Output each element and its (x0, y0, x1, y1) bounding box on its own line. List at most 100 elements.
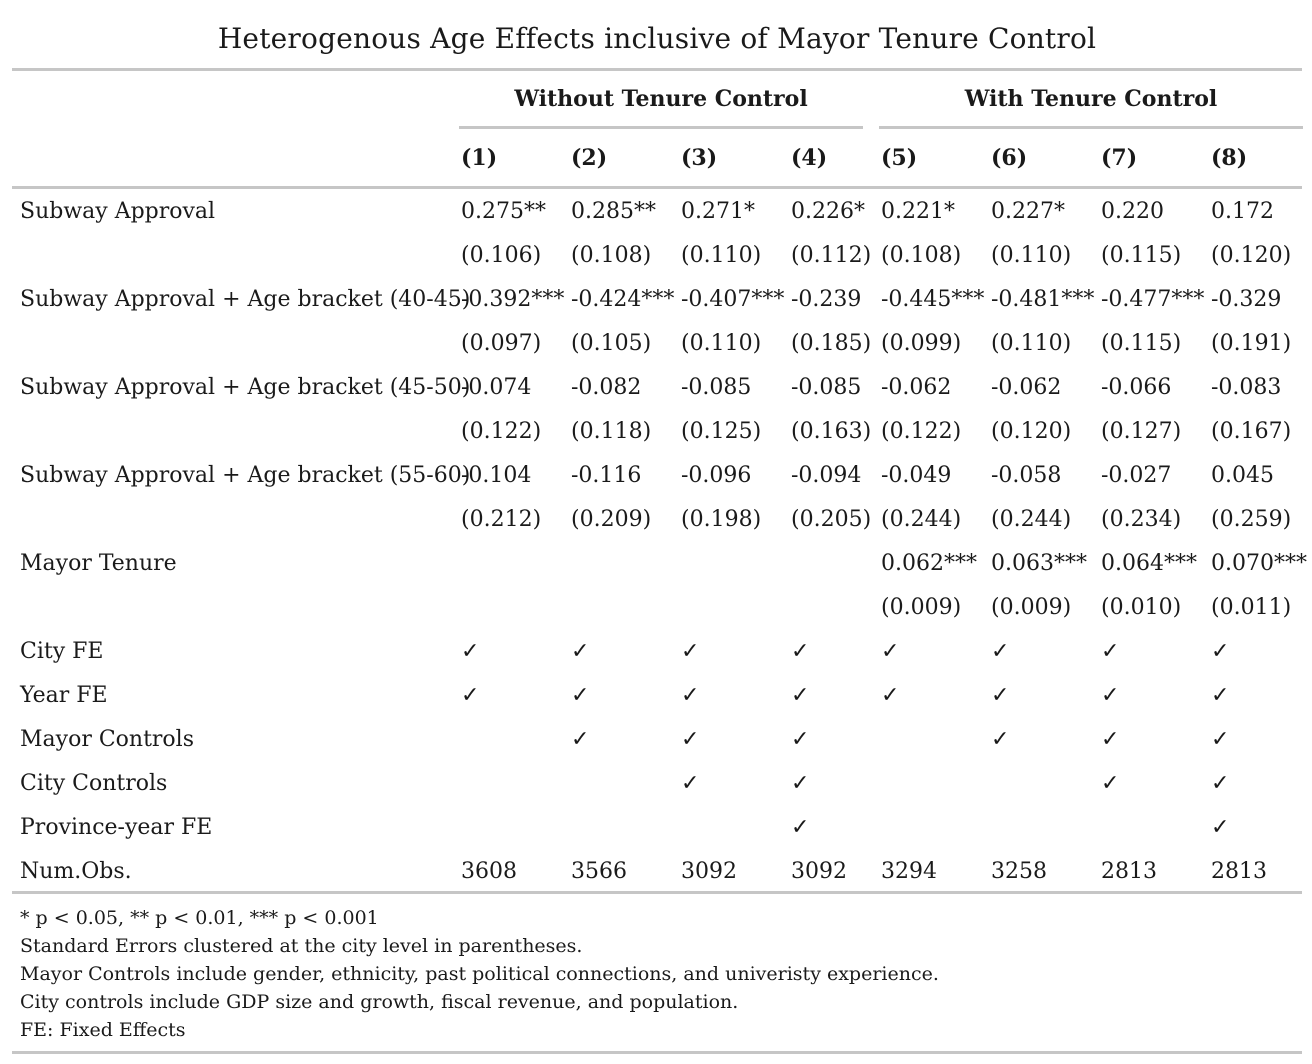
se-value: (0.167) (1211, 419, 1292, 444)
se-value: (0.120) (1211, 243, 1292, 268)
se-value: (0.191) (1211, 331, 1292, 356)
column-header: (2) (571, 145, 608, 171)
se-value: (0.122) (881, 419, 962, 444)
check-mark: ✓ (991, 683, 1010, 708)
coef-value: 0.285** (571, 199, 656, 224)
check-mark: ✓ (791, 815, 810, 840)
se-value: (0.108) (571, 243, 652, 268)
se-value: (0.244) (881, 507, 962, 532)
coef-value: 0.045 (1211, 463, 1274, 488)
se-value: (0.010) (1101, 595, 1182, 620)
check-mark: ✓ (1211, 815, 1230, 840)
coef-value: -0.392*** (461, 287, 565, 312)
table-note: FE: Fixed Effects (20, 1019, 186, 1041)
check-mark: ✓ (1101, 727, 1120, 752)
coef-value: -0.407*** (681, 287, 785, 312)
check-mark: ✓ (1211, 683, 1230, 708)
num-obs-value: 3608 (461, 859, 517, 884)
num-obs-label: Num.Obs. (20, 859, 132, 884)
check-mark: ✓ (991, 639, 1010, 664)
check-mark: ✓ (461, 683, 480, 708)
coef-value: -0.062 (881, 375, 952, 400)
check-mark: ✓ (571, 639, 590, 664)
coef-value: -0.074 (461, 375, 532, 400)
se-value: (0.127) (1101, 419, 1182, 444)
check-mark: ✓ (881, 639, 900, 664)
check-mark: ✓ (1101, 683, 1120, 708)
coef-value: -0.445*** (881, 287, 985, 312)
se-value: (0.125) (681, 419, 762, 444)
top-rule (12, 68, 1302, 71)
se-value: (0.097) (461, 331, 542, 356)
coef-value: -0.239 (791, 287, 862, 312)
check-mark: ✓ (791, 771, 810, 796)
group-header-with-tenure: With Tenure Control (964, 86, 1218, 112)
table-note: * p < 0.05, ** p < 0.01, *** p < 0.001 (20, 907, 379, 929)
indicator-label: Mayor Controls (20, 727, 195, 752)
bottom-rule (12, 891, 1302, 894)
check-mark: ✓ (1211, 727, 1230, 752)
num-obs-value: 3092 (791, 859, 847, 884)
coef-value: 0.064*** (1101, 551, 1197, 576)
group-rule-without-tenure (459, 126, 863, 129)
row-label: Subway Approval + Age bracket (40-45) (20, 287, 471, 312)
table-title: Heterogenous Age Effects inclusive of Ma… (217, 22, 1097, 55)
se-value: (0.163) (791, 419, 872, 444)
check-mark: ✓ (681, 683, 700, 708)
se-value: (0.185) (791, 331, 872, 356)
check-mark: ✓ (791, 727, 810, 752)
coef-value: -0.085 (681, 375, 752, 400)
header-rule (12, 186, 1302, 189)
se-value: (0.112) (791, 243, 872, 268)
table-note: City controls include GDP size and growt… (20, 991, 739, 1013)
num-obs-value: 2813 (1101, 859, 1157, 884)
se-value: (0.120) (991, 419, 1072, 444)
indicator-label: City Controls (20, 771, 168, 796)
se-value: (0.106) (461, 243, 542, 268)
column-header: (1) (461, 145, 498, 171)
footer-rule (12, 1051, 1302, 1054)
se-value: (0.009) (881, 595, 962, 620)
se-value: (0.108) (881, 243, 962, 268)
check-mark: ✓ (681, 771, 700, 796)
se-value: (0.234) (1101, 507, 1182, 532)
se-value: (0.205) (791, 507, 872, 532)
coef-value: 0.063*** (991, 551, 1087, 576)
coef-value: -0.049 (881, 463, 952, 488)
column-header: (7) (1101, 145, 1138, 171)
row-label: Mayor Tenure (20, 551, 177, 576)
num-obs-value: 2813 (1211, 859, 1267, 884)
se-value: (0.110) (681, 331, 762, 356)
check-mark: ✓ (461, 639, 480, 664)
coef-value: 0.062*** (881, 551, 977, 576)
coef-value: -0.085 (791, 375, 862, 400)
check-mark: ✓ (1101, 771, 1120, 796)
coef-value: 0.275** (461, 199, 546, 224)
se-value: (0.198) (681, 507, 762, 532)
check-mark: ✓ (1211, 771, 1230, 796)
indicator-label: City FE (20, 639, 104, 664)
se-value: (0.122) (461, 419, 542, 444)
num-obs-value: 3092 (681, 859, 737, 884)
check-mark: ✓ (881, 683, 900, 708)
coef-value: -0.082 (571, 375, 642, 400)
se-value: (0.110) (991, 243, 1072, 268)
coef-value: 0.172 (1211, 199, 1274, 224)
coef-value: -0.066 (1101, 375, 1172, 400)
se-value: (0.009) (991, 595, 1072, 620)
se-value: (0.118) (571, 419, 652, 444)
se-value: (0.244) (991, 507, 1072, 532)
coef-value: 0.221* (881, 199, 955, 224)
column-header: (8) (1211, 145, 1248, 171)
coef-value: -0.116 (571, 463, 642, 488)
se-value: (0.110) (681, 243, 762, 268)
num-obs-value: 3566 (571, 859, 627, 884)
check-mark: ✓ (791, 639, 810, 664)
se-value: (0.259) (1211, 507, 1292, 532)
coef-value: -0.027 (1101, 463, 1172, 488)
se-value: (0.099) (881, 331, 962, 356)
indicator-label: Year FE (20, 683, 108, 708)
row-label: Subway Approval (20, 199, 216, 224)
se-value: (0.115) (1101, 243, 1182, 268)
